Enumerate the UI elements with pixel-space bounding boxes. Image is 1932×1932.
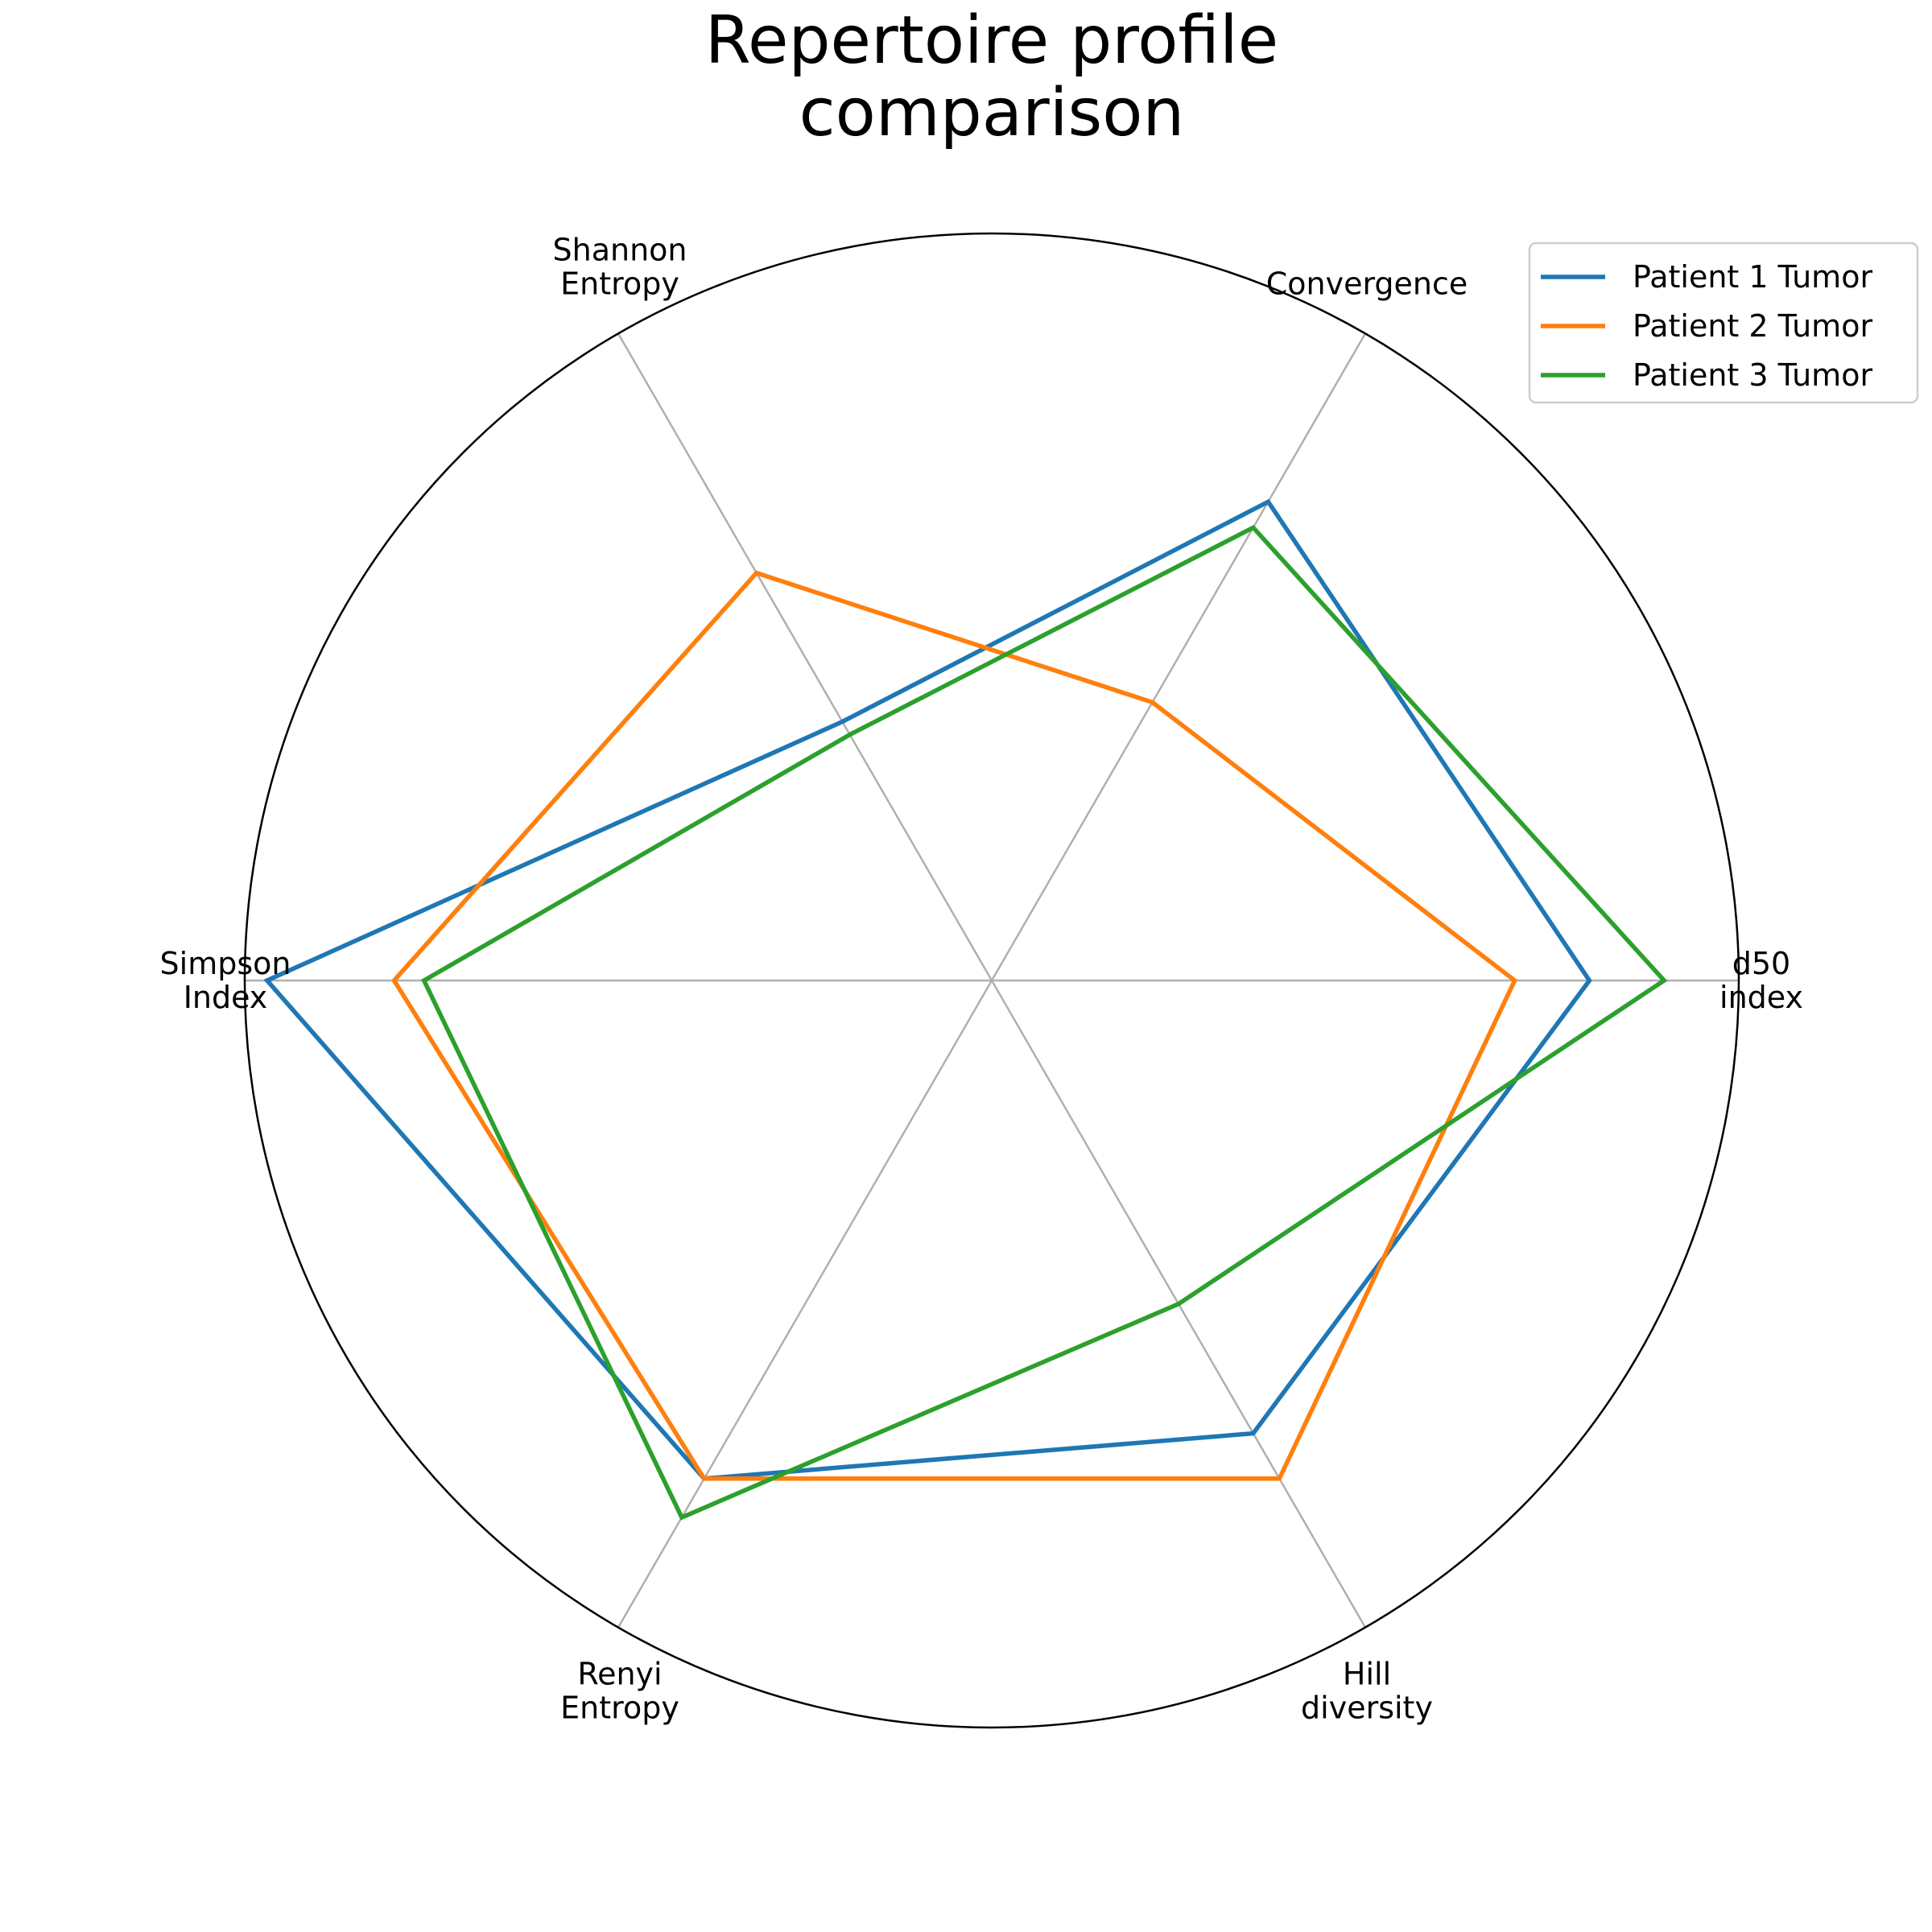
radar-spoke (990, 332, 1367, 981)
chart-title-line: comparison (799, 75, 1185, 151)
axis-label: Renyi Entropy (560, 1657, 679, 1726)
radar-outer-circle (243, 232, 1740, 1729)
axis-label: Convergence (1266, 266, 1468, 301)
axis-label-line: Hill (1343, 1657, 1391, 1692)
axis-label-line: Convergence (1266, 266, 1468, 301)
legend-label: Patient 3 Tumor (1633, 357, 1872, 393)
axis-label-line: index (1719, 980, 1803, 1015)
radar-spoke (617, 980, 993, 1629)
series-line (421, 524, 1668, 1521)
axis-label: Simpson Index (160, 946, 291, 1015)
legend-label: Patient 2 Tumor (1633, 308, 1872, 344)
axis-label: Shannon Entropy (553, 232, 687, 301)
series-line (263, 498, 1592, 1481)
legend: Patient 1 Tumor Patient 2 Tumor Patient 3 … (1528, 242, 1919, 404)
series-line (391, 570, 1518, 1481)
radar-series (263, 498, 1668, 1521)
axis-label: Hill diversity (1301, 1657, 1433, 1726)
axis-label-line: Index (184, 980, 268, 1015)
axis-label-line: Simpson (160, 946, 291, 981)
axis-label-line: Entropy (560, 266, 679, 301)
axis-label-line: d50 (1732, 946, 1790, 981)
chart-title: Repertoire profile comparison (705, 2, 1279, 151)
axis-label-line: Entropy (560, 1690, 679, 1726)
radar-spoke (617, 332, 993, 981)
axis-label-line: diversity (1301, 1690, 1433, 1726)
legend-box (1528, 242, 1919, 404)
axis-label-line: Renyi (577, 1657, 662, 1692)
chart-title-text: Repertoire profile comparison (705, 2, 1279, 151)
legend-label: Patient 1 Tumor (1633, 259, 1872, 295)
axis-label-line: Shannon (553, 232, 687, 267)
chart-title-line: Repertoire profile (705, 2, 1279, 79)
axis-label: d50 index (1719, 946, 1803, 1015)
